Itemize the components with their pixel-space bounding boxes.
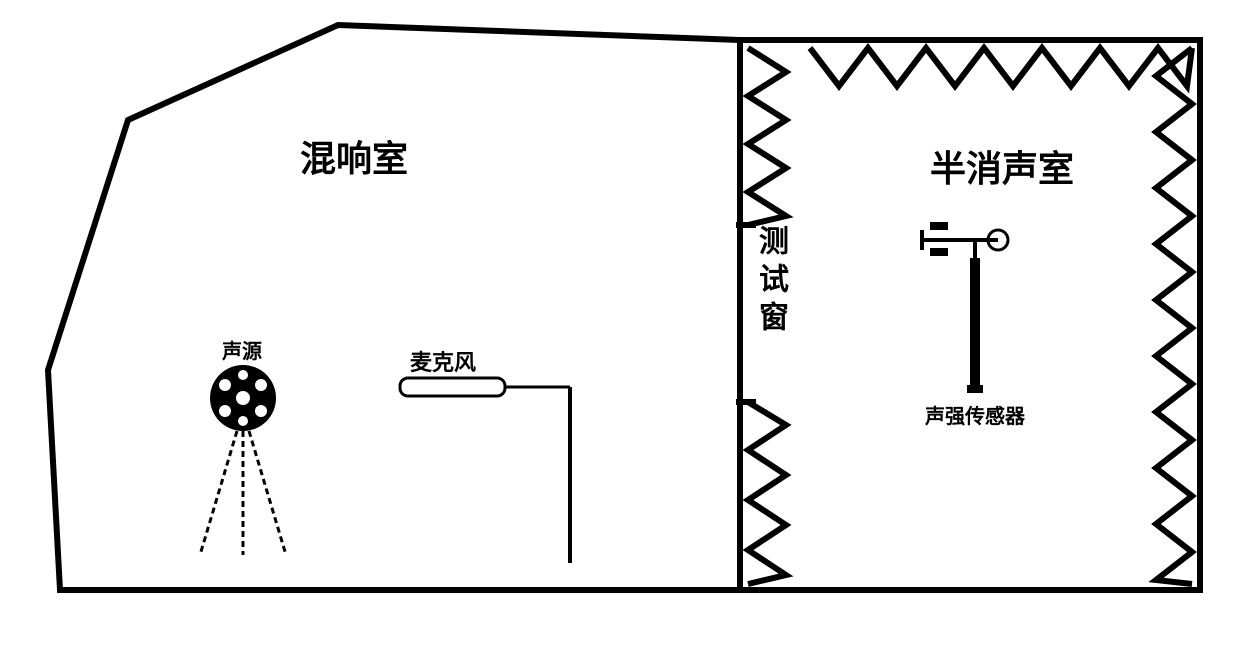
reverb-room-outline	[48, 25, 740, 590]
reverb-room-label: 混响室	[300, 130, 408, 182]
diagram-svg	[0, 0, 1239, 652]
intensity-probe-label: 声强传感器	[925, 400, 1025, 429]
sound-source-icon	[200, 365, 286, 555]
microphone-label: 麦克风	[410, 345, 476, 377]
anechoic-wedges-right	[1156, 48, 1192, 584]
microphone-icon	[400, 378, 570, 563]
test-window-label: 测试窗	[748, 225, 792, 339]
intensity-probe-icon	[922, 222, 1008, 393]
anechoic-room-label: 半消声室	[930, 140, 1074, 192]
acoustic-test-diagram: 混响室 半消声室 测试窗 声源 麦克风 声强传感器	[0, 0, 1239, 652]
anechoic-wedges-top	[810, 48, 1192, 86]
sound-source-label: 声源	[222, 335, 262, 364]
